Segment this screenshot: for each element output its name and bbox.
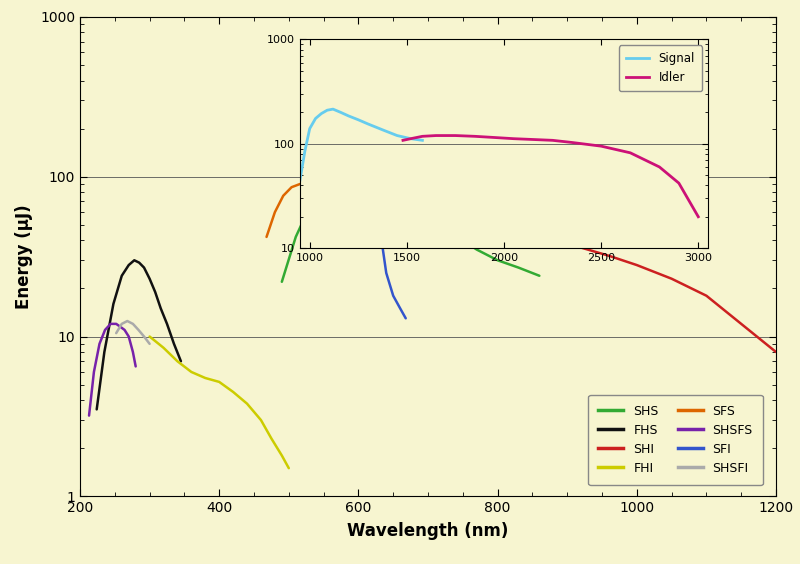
Signal [418,137,427,144]
Signal [392,132,402,139]
Legend: Signal, Idler: Signal, Idler [618,45,702,91]
Idler [548,137,558,144]
Idler [406,135,415,142]
Idler [418,133,427,140]
Signal [300,148,310,155]
Idler [674,180,684,187]
X-axis label: Wavelength (nm): Wavelength (nm) [347,522,509,540]
Idler [490,134,499,141]
Signal [295,177,305,183]
Signal [354,116,363,123]
Idler [654,164,664,170]
Idler [470,133,480,140]
Signal [406,135,415,142]
Signal [322,107,332,113]
Line: Idler: Idler [403,135,698,217]
Legend: SHS, FHS, SHI, FHI, SFS, SHSFS, SFI, SHSFI: SHS, FHS, SHI, FHI, SFS, SHSFS, SFI, SHS… [589,395,762,485]
Signal [344,113,354,120]
Idler [596,143,606,149]
Line: Signal: Signal [300,109,422,180]
Signal [378,127,388,134]
Signal [317,110,326,117]
Signal [363,121,373,127]
Idler [431,132,441,139]
Idler [567,139,577,146]
Idler [694,213,703,220]
Signal [336,109,346,116]
Idler [509,135,518,142]
Signal [305,125,314,132]
Idler [528,136,538,143]
Idler [450,132,460,139]
Idler [626,149,635,156]
Idler [398,137,408,144]
Signal [328,105,338,112]
Y-axis label: Energy (μJ): Energy (μJ) [15,204,33,309]
Signal [310,115,320,122]
